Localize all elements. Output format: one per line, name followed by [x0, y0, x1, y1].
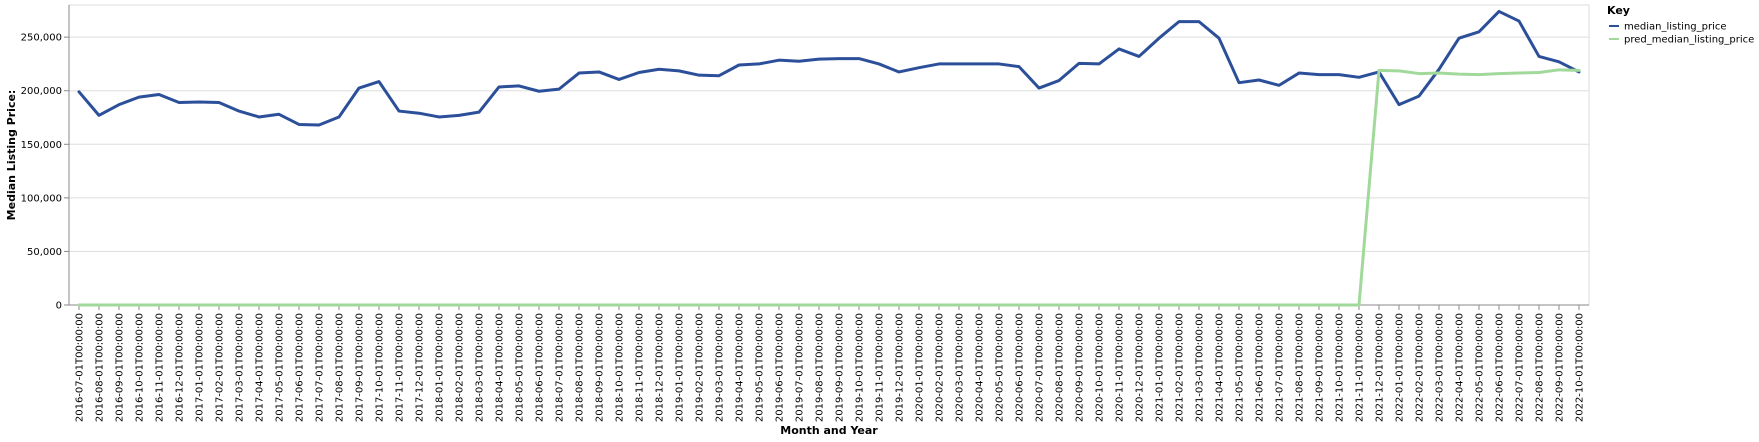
x-tick-label: 2019-06-01T00:00:00 [775, 313, 786, 422]
x-tick-label: 2019-10-01T00:00:00 [855, 313, 866, 422]
x-tick-label: 2022-08-01T00:00:00 [1535, 313, 1546, 422]
x-tick-label: 2018-11-01T00:00:00 [635, 313, 646, 422]
x-tick-label: 2018-06-01T00:00:00 [535, 313, 546, 422]
x-tick-label: 2021-02-01T00:00:00 [1175, 313, 1186, 422]
series-lines [77, 9, 1581, 307]
x-tick-label: 2017-03-01T00:00:00 [235, 313, 246, 422]
x-tick-label: 2018-02-01T00:00:00 [455, 313, 466, 422]
x-tick-label: 2022-06-01T00:00:00 [1495, 313, 1506, 422]
x-tick-label: 2017-04-01T00:00:00 [255, 313, 266, 422]
x-tick-label: 2019-01-01T00:00:00 [675, 313, 686, 422]
x-tick-label: 2021-04-01T00:00:00 [1215, 313, 1226, 422]
legend-title: Key [1607, 4, 1630, 17]
x-tick-label: 2016-07-01T00:00:00 [75, 313, 86, 422]
x-tick-label: 2017-05-01T00:00:00 [275, 313, 286, 422]
x-tick-label: 2017-11-01T00:00:00 [395, 313, 406, 422]
x-tick-label: 2020-09-01T00:00:00 [1075, 313, 1086, 422]
x-tick-label: 2019-12-01T00:00:00 [895, 313, 906, 422]
x-tick-label: 2017-12-01T00:00:00 [415, 313, 426, 422]
x-tick-label: 2019-11-01T00:00:00 [875, 313, 886, 422]
x-tick-label: 2022-01-01T00:00:00 [1395, 313, 1406, 422]
x-tick-label: 2021-12-01T00:00:00 [1375, 313, 1386, 422]
x-tick-label: 2017-07-01T00:00:00 [315, 313, 326, 422]
x-tick-label: 2018-05-01T00:00:00 [515, 313, 526, 422]
x-tick-label: 2021-08-01T00:00:00 [1295, 313, 1306, 422]
x-tick-label: 2020-02-01T00:00:00 [935, 313, 946, 422]
x-tick-label: 2016-10-01T00:00:00 [135, 313, 146, 422]
legend: Key median_listing_price pred_median_list… [1607, 4, 1754, 46]
x-tick-label: 2021-06-01T00:00:00 [1255, 313, 1266, 422]
x-tick-label: 2021-01-01T00:00:00 [1155, 313, 1166, 422]
x-tick-label: 2018-10-01T00:00:00 [615, 313, 626, 422]
x-tick-label: 2017-09-01T00:00:00 [355, 313, 366, 422]
x-tick-label: 2016-11-01T00:00:00 [155, 313, 166, 422]
plot-area-frame [68, 4, 1590, 306]
x-tick-label: 2017-01-01T00:00:00 [195, 313, 206, 422]
x-tick-label: 2021-03-01T00:00:00 [1195, 313, 1206, 422]
x-tick-label: 2019-08-01T00:00:00 [815, 313, 826, 422]
y-tick-label: 250,000 [21, 33, 62, 44]
x-tick-label: 2020-11-01T00:00:00 [1115, 313, 1126, 422]
x-tick-label: 2021-05-01T00:00:00 [1235, 313, 1246, 422]
series-line-pred-median-listing-price [77, 68, 1581, 307]
y-tick-label: 100,000 [21, 193, 62, 204]
x-tick-label: 2020-01-01T00:00:00 [915, 313, 926, 422]
y-tick-label: 0 [56, 301, 62, 312]
x-tick-label: 2020-10-01T00:00:00 [1095, 313, 1106, 422]
x-tick-label: 2020-05-01T00:00:00 [995, 313, 1006, 422]
x-tick-label: 2018-04-01T00:00:00 [495, 313, 506, 422]
y-tick-label: 50,000 [27, 247, 62, 258]
x-tick-label: 2020-08-01T00:00:00 [1055, 313, 1066, 422]
x-tick-label: 2016-12-01T00:00:00 [175, 313, 186, 422]
x-tick-label: 2022-04-01T00:00:00 [1455, 313, 1466, 422]
series-line-median-listing-price [77, 9, 1581, 127]
x-tick-label: 2016-08-01T00:00:00 [95, 313, 106, 422]
x-tick-label: 2019-05-01T00:00:00 [755, 313, 766, 422]
x-tick-label: 2018-07-01T00:00:00 [555, 313, 566, 422]
x-tick-label: 2022-09-01T00:00:00 [1555, 313, 1566, 422]
x-tick-label: 2021-09-01T00:00:00 [1315, 313, 1326, 422]
x-tick-label: 2018-03-01T00:00:00 [475, 313, 486, 422]
x-tick-label: 2022-02-01T00:00:00 [1415, 313, 1426, 422]
x-tick-label: 2020-07-01T00:00:00 [1035, 313, 1046, 422]
x-tick-label: 2017-06-01T00:00:00 [295, 313, 306, 422]
axes: 0 50,000 100,000 150,000 200,000 250,000 2016-… [21, 5, 1589, 422]
x-tick-label: 2021-10-01T00:00:00 [1335, 313, 1346, 422]
x-tick-label: 2018-09-01T00:00:00 [595, 313, 606, 422]
y-tick-label: 200,000 [21, 86, 62, 97]
x-tick-label: 2019-09-01T00:00:00 [835, 313, 846, 422]
x-tick-label: 2022-10-01T00:00:00 [1575, 313, 1586, 422]
legend-label: median_listing_price [1624, 22, 1727, 33]
x-tick-label: 2020-06-01T00:00:00 [1015, 313, 1026, 422]
x-tick-label: 2020-12-01T00:00:00 [1135, 313, 1146, 422]
x-tick-label: 2022-03-01T00:00:00 [1435, 313, 1446, 422]
x-tick-label: 2020-03-01T00:00:00 [955, 313, 966, 422]
x-tick-label: 2019-02-01T00:00:00 [695, 313, 706, 422]
legend-label: pred_median_listing_price [1624, 35, 1754, 46]
x-tick-label: 2018-01-01T00:00:00 [435, 313, 446, 422]
x-axis-title: Month and Year [780, 424, 878, 437]
x-tick-label: 2021-07-01T00:00:00 [1275, 313, 1286, 422]
x-tick-label: 2016-09-01T00:00:00 [115, 313, 126, 422]
y-axis-title: Median Listing Price: [5, 90, 18, 221]
x-tick-label: 2019-03-01T00:00:00 [715, 313, 726, 422]
x-tick-label: 2018-12-01T00:00:00 [655, 313, 666, 422]
x-tick-label: 2019-04-01T00:00:00 [735, 313, 746, 422]
x-tick-label: 2021-11-01T00:00:00 [1355, 313, 1366, 422]
x-tick-label: 2017-08-01T00:00:00 [335, 313, 346, 422]
x-tick-label: 2018-08-01T00:00:00 [575, 313, 586, 422]
x-tick-label: 2019-07-01T00:00:00 [795, 313, 806, 422]
x-tick-label: 2020-04-01T00:00:00 [975, 313, 986, 422]
x-tick-label: 2022-05-01T00:00:00 [1475, 313, 1486, 422]
y-tick-label: 150,000 [21, 140, 62, 151]
x-tick-label: 2017-10-01T00:00:00 [375, 313, 386, 422]
x-tick-label: 2017-02-01T00:00:00 [215, 313, 226, 422]
x-tick-label: 2022-07-01T00:00:00 [1515, 313, 1526, 422]
